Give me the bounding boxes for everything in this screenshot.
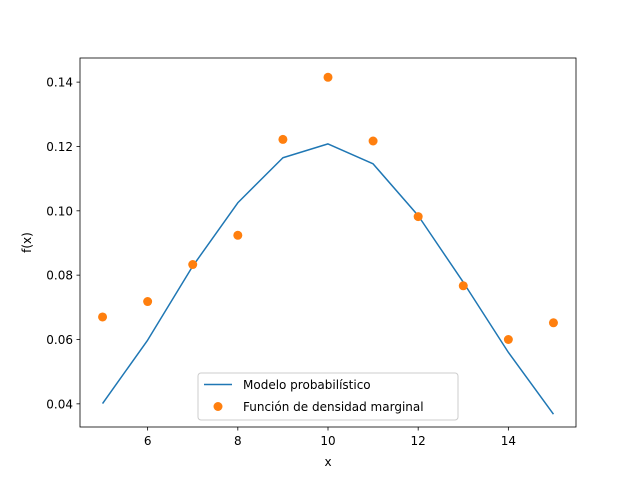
x-tick-label: 8 [234,434,242,448]
x-tick-label: 12 [411,434,426,448]
data-point-density [548,318,558,328]
data-point-density [278,134,288,144]
legend: Modelo probabilístico Función de densida… [197,372,459,421]
data-point-density [323,72,333,82]
data-point-density [368,136,378,146]
legend-label-density: Función de densidad marginal [243,400,424,414]
data-point-density [143,297,153,307]
x-tick-label: 10 [320,434,335,448]
data-point-density [188,260,198,270]
y-axis-ticks: 0.04 0.06 0.08 0.10 0.12 0.14 [46,76,80,411]
y-tick-label: 0.12 [46,140,73,154]
data-point-density [503,335,513,344]
x-tick-label: 6 [144,434,152,448]
y-tick-label: 0.10 [46,204,73,218]
axes-frame [79,57,577,428]
x-axis-label: x [324,455,331,469]
y-tick-label: 0.08 [46,269,73,283]
series-layer [98,72,558,415]
legend-label-model: Modelo probabilístico [243,378,371,392]
y-tick-label: 0.06 [46,333,73,347]
y-tick-label: 0.04 [46,397,73,411]
data-point-density [233,230,243,240]
x-tick-label: 14 [501,434,516,448]
x-axis-ticks: 6 8 10 12 14 [144,427,516,448]
y-axis-label: f(x) [20,232,34,253]
y-tick-label: 0.14 [46,76,73,90]
series-line-model [101,143,555,415]
legend-box [197,372,459,421]
legend-marker-swatch [213,402,223,411]
data-point-density [413,212,423,222]
data-point-density [98,312,108,322]
data-point-density [458,281,468,291]
